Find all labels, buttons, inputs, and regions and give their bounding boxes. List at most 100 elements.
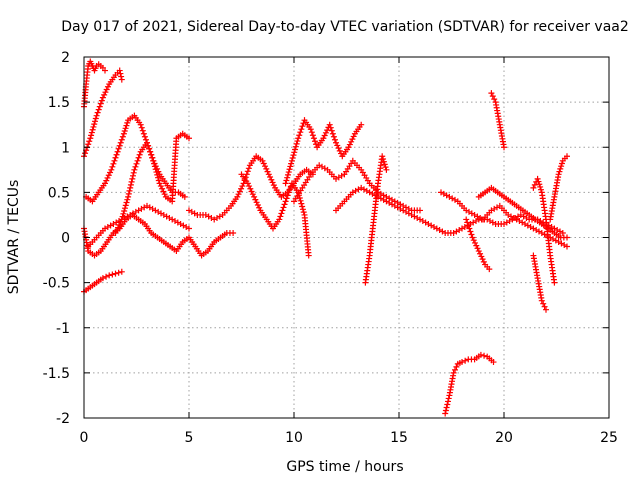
y-tick-label: 1	[61, 140, 70, 156]
y-tick-label: -1.5	[43, 366, 70, 382]
data-point	[358, 121, 365, 128]
y-tick-label: 1.5	[48, 95, 70, 111]
data-point	[93, 112, 100, 119]
data-point	[117, 139, 124, 146]
data-point	[123, 122, 130, 129]
data-point	[122, 202, 129, 209]
data-point	[135, 154, 142, 161]
data-point	[326, 121, 333, 128]
data-point	[120, 130, 127, 137]
data-point	[442, 410, 449, 417]
data-point	[155, 177, 162, 184]
data-point	[115, 145, 122, 152]
data-point	[472, 239, 479, 246]
data-point	[142, 136, 149, 143]
data-point	[125, 193, 132, 200]
data-point	[113, 227, 120, 234]
data-point	[113, 151, 120, 158]
data-point	[88, 132, 95, 139]
x-tick-label: 10	[285, 430, 303, 446]
data-point	[300, 120, 307, 127]
data-point	[112, 154, 119, 161]
data-point	[335, 145, 342, 152]
data-point	[145, 142, 152, 149]
data-point	[531, 181, 538, 188]
data-point	[286, 186, 293, 193]
data-point	[380, 155, 387, 162]
data-point	[291, 149, 298, 156]
data-point	[442, 407, 449, 414]
data-point	[278, 210, 285, 217]
data-point	[139, 127, 146, 134]
series-sat-j	[282, 117, 365, 187]
data-point	[288, 160, 295, 167]
data-point	[467, 228, 474, 235]
data-point	[381, 161, 388, 168]
data-point	[102, 67, 108, 74]
data-point	[103, 273, 110, 280]
x-axis-label: GPS time / hours	[286, 459, 403, 475]
data-point	[161, 191, 168, 198]
points-layer	[81, 58, 570, 417]
data-point	[118, 76, 125, 83]
plot-frame	[83, 56, 610, 419]
data-point	[558, 160, 565, 167]
data-point	[249, 191, 256, 198]
data-point	[557, 165, 564, 172]
data-point	[288, 157, 295, 164]
data-point	[294, 138, 301, 145]
data-point	[154, 171, 161, 178]
data-point	[96, 103, 103, 110]
data-point	[85, 141, 92, 148]
data-point	[450, 369, 457, 376]
data-point	[380, 158, 387, 165]
data-point	[551, 279, 558, 286]
data-point	[537, 183, 544, 190]
series-sat-r	[488, 90, 507, 151]
data-point	[92, 115, 99, 122]
data-point	[146, 145, 153, 152]
y-axis-label: SDTVAR / TECUs	[6, 180, 22, 295]
data-point	[336, 147, 343, 154]
data-point	[283, 177, 290, 184]
data-point	[119, 133, 126, 140]
data-point	[138, 124, 145, 131]
data-point	[292, 143, 299, 150]
series-sat-a	[81, 58, 108, 110]
series-sat-q	[475, 184, 570, 241]
data-point	[181, 193, 188, 200]
data-point	[248, 188, 255, 195]
data-point	[345, 144, 352, 151]
data-point	[535, 178, 542, 185]
data-point	[481, 352, 488, 359]
data-point	[299, 123, 306, 130]
series-sat-i	[238, 171, 312, 259]
data-point	[543, 306, 549, 313]
y-tick-label: 2	[61, 50, 70, 66]
data-point	[91, 121, 98, 128]
data-point	[300, 209, 307, 216]
data-point	[234, 193, 241, 200]
data-point	[140, 130, 147, 137]
data-point	[322, 129, 329, 136]
data-point	[328, 127, 335, 134]
data-point	[289, 154, 296, 161]
data-point	[134, 157, 141, 164]
data-point	[268, 176, 275, 183]
data-point	[285, 189, 292, 196]
x-tick-label: 20	[495, 430, 513, 446]
data-point	[103, 177, 110, 184]
data-point	[479, 256, 486, 263]
data-point	[477, 351, 484, 358]
data-point	[259, 157, 266, 164]
data-point	[540, 300, 547, 307]
data-point	[348, 138, 355, 145]
data-point	[151, 160, 158, 167]
series-sat-u	[547, 153, 570, 223]
data-point	[129, 175, 136, 182]
ticks-layer: 0 5 10 15 20 25 -2 -1.5 -1 -0.5 0 0.5 1 1.5 2	[43, 50, 618, 446]
data-point	[109, 271, 116, 278]
data-point	[489, 93, 496, 100]
series-sat-s	[530, 175, 558, 286]
data-point	[334, 142, 341, 149]
